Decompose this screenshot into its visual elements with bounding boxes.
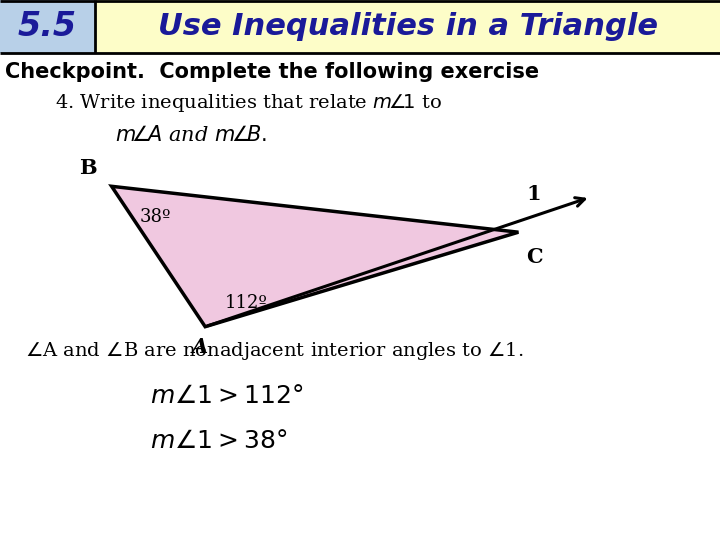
Text: $m\angle 1>112°$: $m\angle 1>112°$ <box>150 385 303 408</box>
Bar <box>0 0 720 53</box>
Text: $m\!\angle\!A$ and $m\!\angle\!B.$: $m\!\angle\!A$ and $m\!\angle\!B.$ <box>115 125 267 145</box>
Text: 112º: 112º <box>225 294 268 312</box>
Text: A: A <box>192 337 208 357</box>
Text: Use Inequalities in a Triangle: Use Inequalities in a Triangle <box>158 12 657 41</box>
Text: C: C <box>526 247 543 267</box>
Text: 5.5: 5.5 <box>18 10 77 43</box>
Polygon shape <box>112 186 518 327</box>
Text: Checkpoint.  Complete the following exercise: Checkpoint. Complete the following exerc… <box>5 62 539 82</box>
Text: 4. Write inequalities that relate $m\!\angle\!1$ to: 4. Write inequalities that relate $m\!\a… <box>55 92 442 114</box>
Text: 1: 1 <box>526 184 541 204</box>
Text: 38º: 38º <box>140 208 171 226</box>
Text: B: B <box>79 158 96 178</box>
Bar <box>0 0 95 53</box>
Text: $m\angle 1>38°$: $m\angle 1>38°$ <box>150 430 287 453</box>
Text: $\angle$A and $\angle$B are nonadjacent interior angles to $\angle$1.: $\angle$A and $\angle$B are nonadjacent … <box>25 340 523 362</box>
